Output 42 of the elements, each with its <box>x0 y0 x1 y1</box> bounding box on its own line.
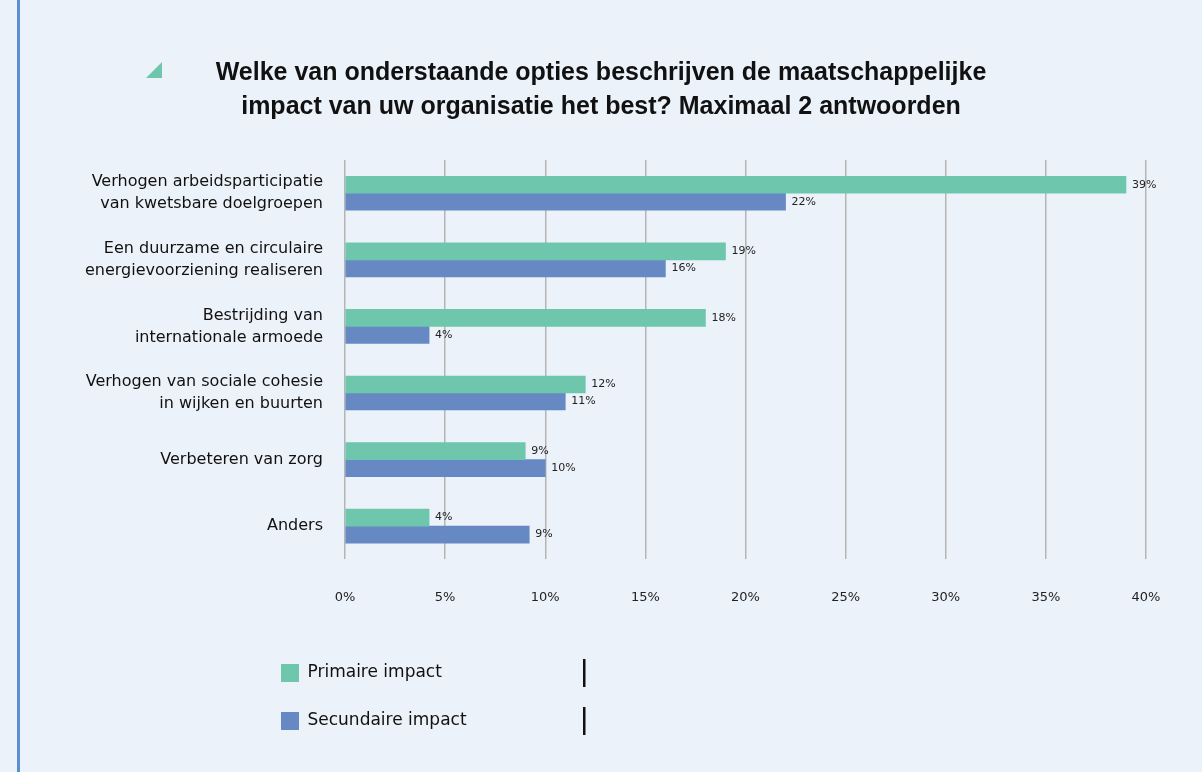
data-label: 18% <box>711 310 736 324</box>
legend-label: Secundaire impact <box>307 709 467 730</box>
x-tick-label: 35% <box>1031 588 1061 604</box>
data-label: 19% <box>731 244 756 258</box>
bar <box>345 175 1127 194</box>
bar <box>345 242 726 261</box>
y-tick-label: Verhogen arbeidsparticipatie van kwetsbare doelgroepen <box>91 171 323 213</box>
x-tick-label: 10% <box>530 588 560 604</box>
bar <box>345 259 666 278</box>
chart-title: Welke van onderstaande opties beschrijven de maatschappelijke impact van uw organisatie het best? Maximaal 2 antwoorden <box>214 56 988 121</box>
x-tick-label: 5% <box>434 588 456 604</box>
bar <box>345 326 430 344</box>
y-tick-label: Anders <box>267 515 323 535</box>
bar <box>345 525 530 544</box>
data-label: 10% <box>551 460 576 474</box>
bar <box>345 392 566 411</box>
bar <box>345 375 586 394</box>
data-label: 9% <box>535 527 553 541</box>
bar <box>345 192 786 211</box>
x-tick-label: 0% <box>334 588 356 604</box>
x-tick-label: 40% <box>1131 588 1161 604</box>
y-tick-label: Bestrijding van internationale armoede <box>134 304 323 346</box>
data-label: 4% <box>435 327 453 341</box>
data-label: 22% <box>791 194 816 208</box>
y-tick-label: Een duurzame en circulaire energievoorziening realiseren <box>84 238 323 280</box>
data-label: 16% <box>671 261 696 275</box>
data-label: 12% <box>591 377 616 391</box>
data-label: 9% <box>531 443 549 457</box>
bar <box>345 459 546 477</box>
data-label: 11% <box>571 394 596 408</box>
x-tick-label: 30% <box>931 588 961 604</box>
data-label: 39% <box>1131 177 1157 191</box>
bar <box>345 309 706 327</box>
legend-label: Primaire impact <box>307 661 443 682</box>
x-tick-label: 20% <box>731 588 760 604</box>
data-label: 4% <box>435 510 453 524</box>
y-tick-label: Verhogen van sociale cohesie in wijken en buurten <box>85 371 323 413</box>
y-tick-label: Verbeteren van zorg <box>160 448 323 468</box>
bar <box>345 508 430 527</box>
x-tick-label: 25% <box>831 588 861 604</box>
bar <box>345 442 526 460</box>
x-tick-label: 15% <box>630 588 660 604</box>
